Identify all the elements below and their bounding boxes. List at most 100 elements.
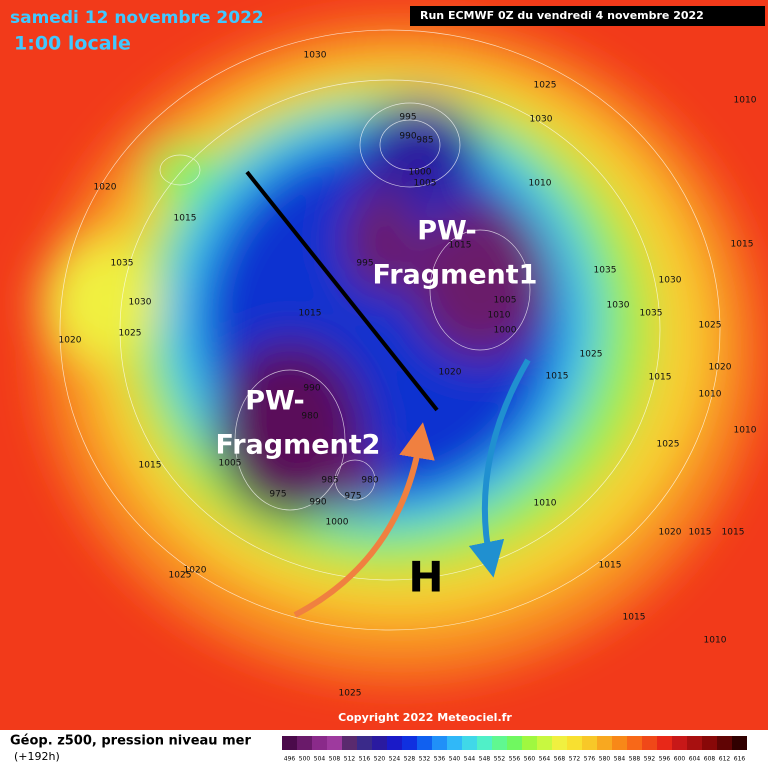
colorbar-label: 496 — [284, 756, 296, 763]
fragment2-label: Fragment2 — [216, 430, 381, 461]
isobar-label: 1025 — [657, 440, 680, 450]
colorbar-swatch — [567, 736, 582, 750]
isobar-label: 995 — [399, 113, 416, 123]
isobar-label: 1010 — [704, 636, 727, 646]
isobar-label: 990 — [303, 384, 320, 394]
isobar-label: 1035 — [594, 266, 617, 276]
colorbar-label: 556 — [509, 756, 521, 763]
colorbar-label: 532 — [419, 756, 431, 763]
isobar-label: 1015 — [689, 528, 712, 538]
isobar-label: 1015 — [139, 461, 162, 471]
colorbar-swatch — [447, 736, 462, 750]
colorbar-swatch — [297, 736, 312, 750]
isobar-label: 985 — [416, 136, 433, 146]
colorbar-swatch — [717, 736, 732, 750]
colorbar-swatch — [627, 736, 642, 750]
colorbar-swatch — [597, 736, 612, 750]
colorbar-swatch — [282, 736, 297, 750]
isobar-label: 985 — [321, 476, 338, 486]
isobar-label: 1020 — [59, 336, 82, 346]
isobar-label: 1015 — [649, 373, 672, 383]
colorbar-swatch — [327, 736, 342, 750]
isobar-label: 995 — [356, 259, 373, 269]
colorbar-swatch — [387, 736, 402, 750]
isobar-label: 1010 — [529, 179, 552, 189]
colorbar-swatch — [372, 736, 387, 750]
colorbar-label: 544 — [464, 756, 476, 763]
isobar-label: 1030 — [129, 298, 152, 308]
isobar-label: 1005 — [494, 296, 517, 306]
isobar-label: 1025 — [580, 350, 603, 360]
fragment1-label: PW- — [417, 216, 477, 247]
colorbar-label: 536 — [434, 756, 446, 763]
colorbar-label: 608 — [704, 756, 716, 763]
colorbar-label: 612 — [719, 756, 731, 763]
map-field — [0, 0, 768, 730]
colorbar-label: 596 — [659, 756, 671, 763]
colorbar-swatch — [507, 736, 522, 750]
isobar-label: 1010 — [488, 311, 511, 321]
isobar-label: 1015 — [599, 561, 622, 571]
colorbar-label: 560 — [524, 756, 536, 763]
colorbar-label: 616 — [734, 756, 746, 763]
isobar-label: 1025 — [169, 571, 192, 581]
colorbar-label: 512 — [344, 756, 356, 763]
isobar-label: 1000 — [409, 168, 432, 178]
colorbar-label: 516 — [359, 756, 371, 763]
colorbar-swatch — [477, 736, 492, 750]
copyright: Copyright 2022 Meteociel.fr — [338, 711, 512, 724]
colorbar-label: 500 — [299, 756, 311, 763]
colorbar-label: 572 — [569, 756, 581, 763]
colorbar-label: 508 — [329, 756, 341, 763]
isobar-label: 1020 — [184, 566, 207, 576]
high-pressure: H — [408, 553, 443, 602]
isobar-label: 1015 — [623, 613, 646, 623]
isobar-label: 980 — [301, 412, 318, 422]
colorbar-swatch — [612, 736, 627, 750]
run-box — [410, 6, 765, 26]
colorbar-swatch — [702, 736, 717, 750]
colorbar-swatch — [342, 736, 357, 750]
isobar-label: 975 — [344, 492, 361, 502]
colorbar-swatch — [552, 736, 567, 750]
isobar-label: 990 — [399, 132, 416, 142]
isobar-label: 1010 — [734, 426, 757, 436]
colorbar-label: 504 — [314, 756, 326, 763]
colorbar: 496 500 504 508 512 516 520 524 528 532 536 540 544 5… — [282, 736, 747, 763]
isobar-label: 1000 — [494, 326, 517, 336]
isobar-label: 1010 — [734, 96, 757, 106]
isobar-label: 1015 — [546, 372, 569, 382]
colorbar-swatch — [417, 736, 432, 750]
isobar-label: 1020 — [659, 528, 682, 538]
colorbar-swatch — [582, 736, 597, 750]
isobar-label: 1015 — [449, 241, 472, 251]
isobar-label: 1000 — [326, 518, 349, 528]
isobar-label: 1015 — [174, 214, 197, 224]
isobar-label: 1025 — [339, 689, 362, 699]
colorbar-label: 568 — [554, 756, 566, 763]
isobar-label: 1030 — [659, 276, 682, 286]
colorbar-swatch — [642, 736, 657, 750]
colorbar-swatch — [657, 736, 672, 750]
colorbar-label: 548 — [479, 756, 491, 763]
colorbar-label: 540 — [449, 756, 461, 763]
isobar-label: 1015 — [731, 240, 754, 250]
colorbar-swatch — [402, 736, 417, 750]
colorbar-swatch — [492, 736, 507, 750]
isobar-label: 1025 — [119, 329, 142, 339]
colorbar-label: 528 — [404, 756, 416, 763]
fragment2-label: PW- — [245, 386, 305, 417]
isobar-label: 980 — [361, 476, 378, 486]
colorbar-label: 592 — [644, 756, 656, 763]
isobar-label: 990 — [309, 498, 326, 508]
colorbar-swatch — [462, 736, 477, 750]
colorbar-label: 584 — [614, 756, 626, 763]
colorbar-label: 520 — [374, 756, 386, 763]
date: samedi 12 novembre 2022 — [10, 8, 264, 28]
isobar-label: 1025 — [534, 81, 557, 91]
isobar-label: 1010 — [534, 499, 557, 509]
isobar-label: 1005 — [219, 459, 242, 469]
isobar-label: 1005 — [414, 179, 437, 189]
